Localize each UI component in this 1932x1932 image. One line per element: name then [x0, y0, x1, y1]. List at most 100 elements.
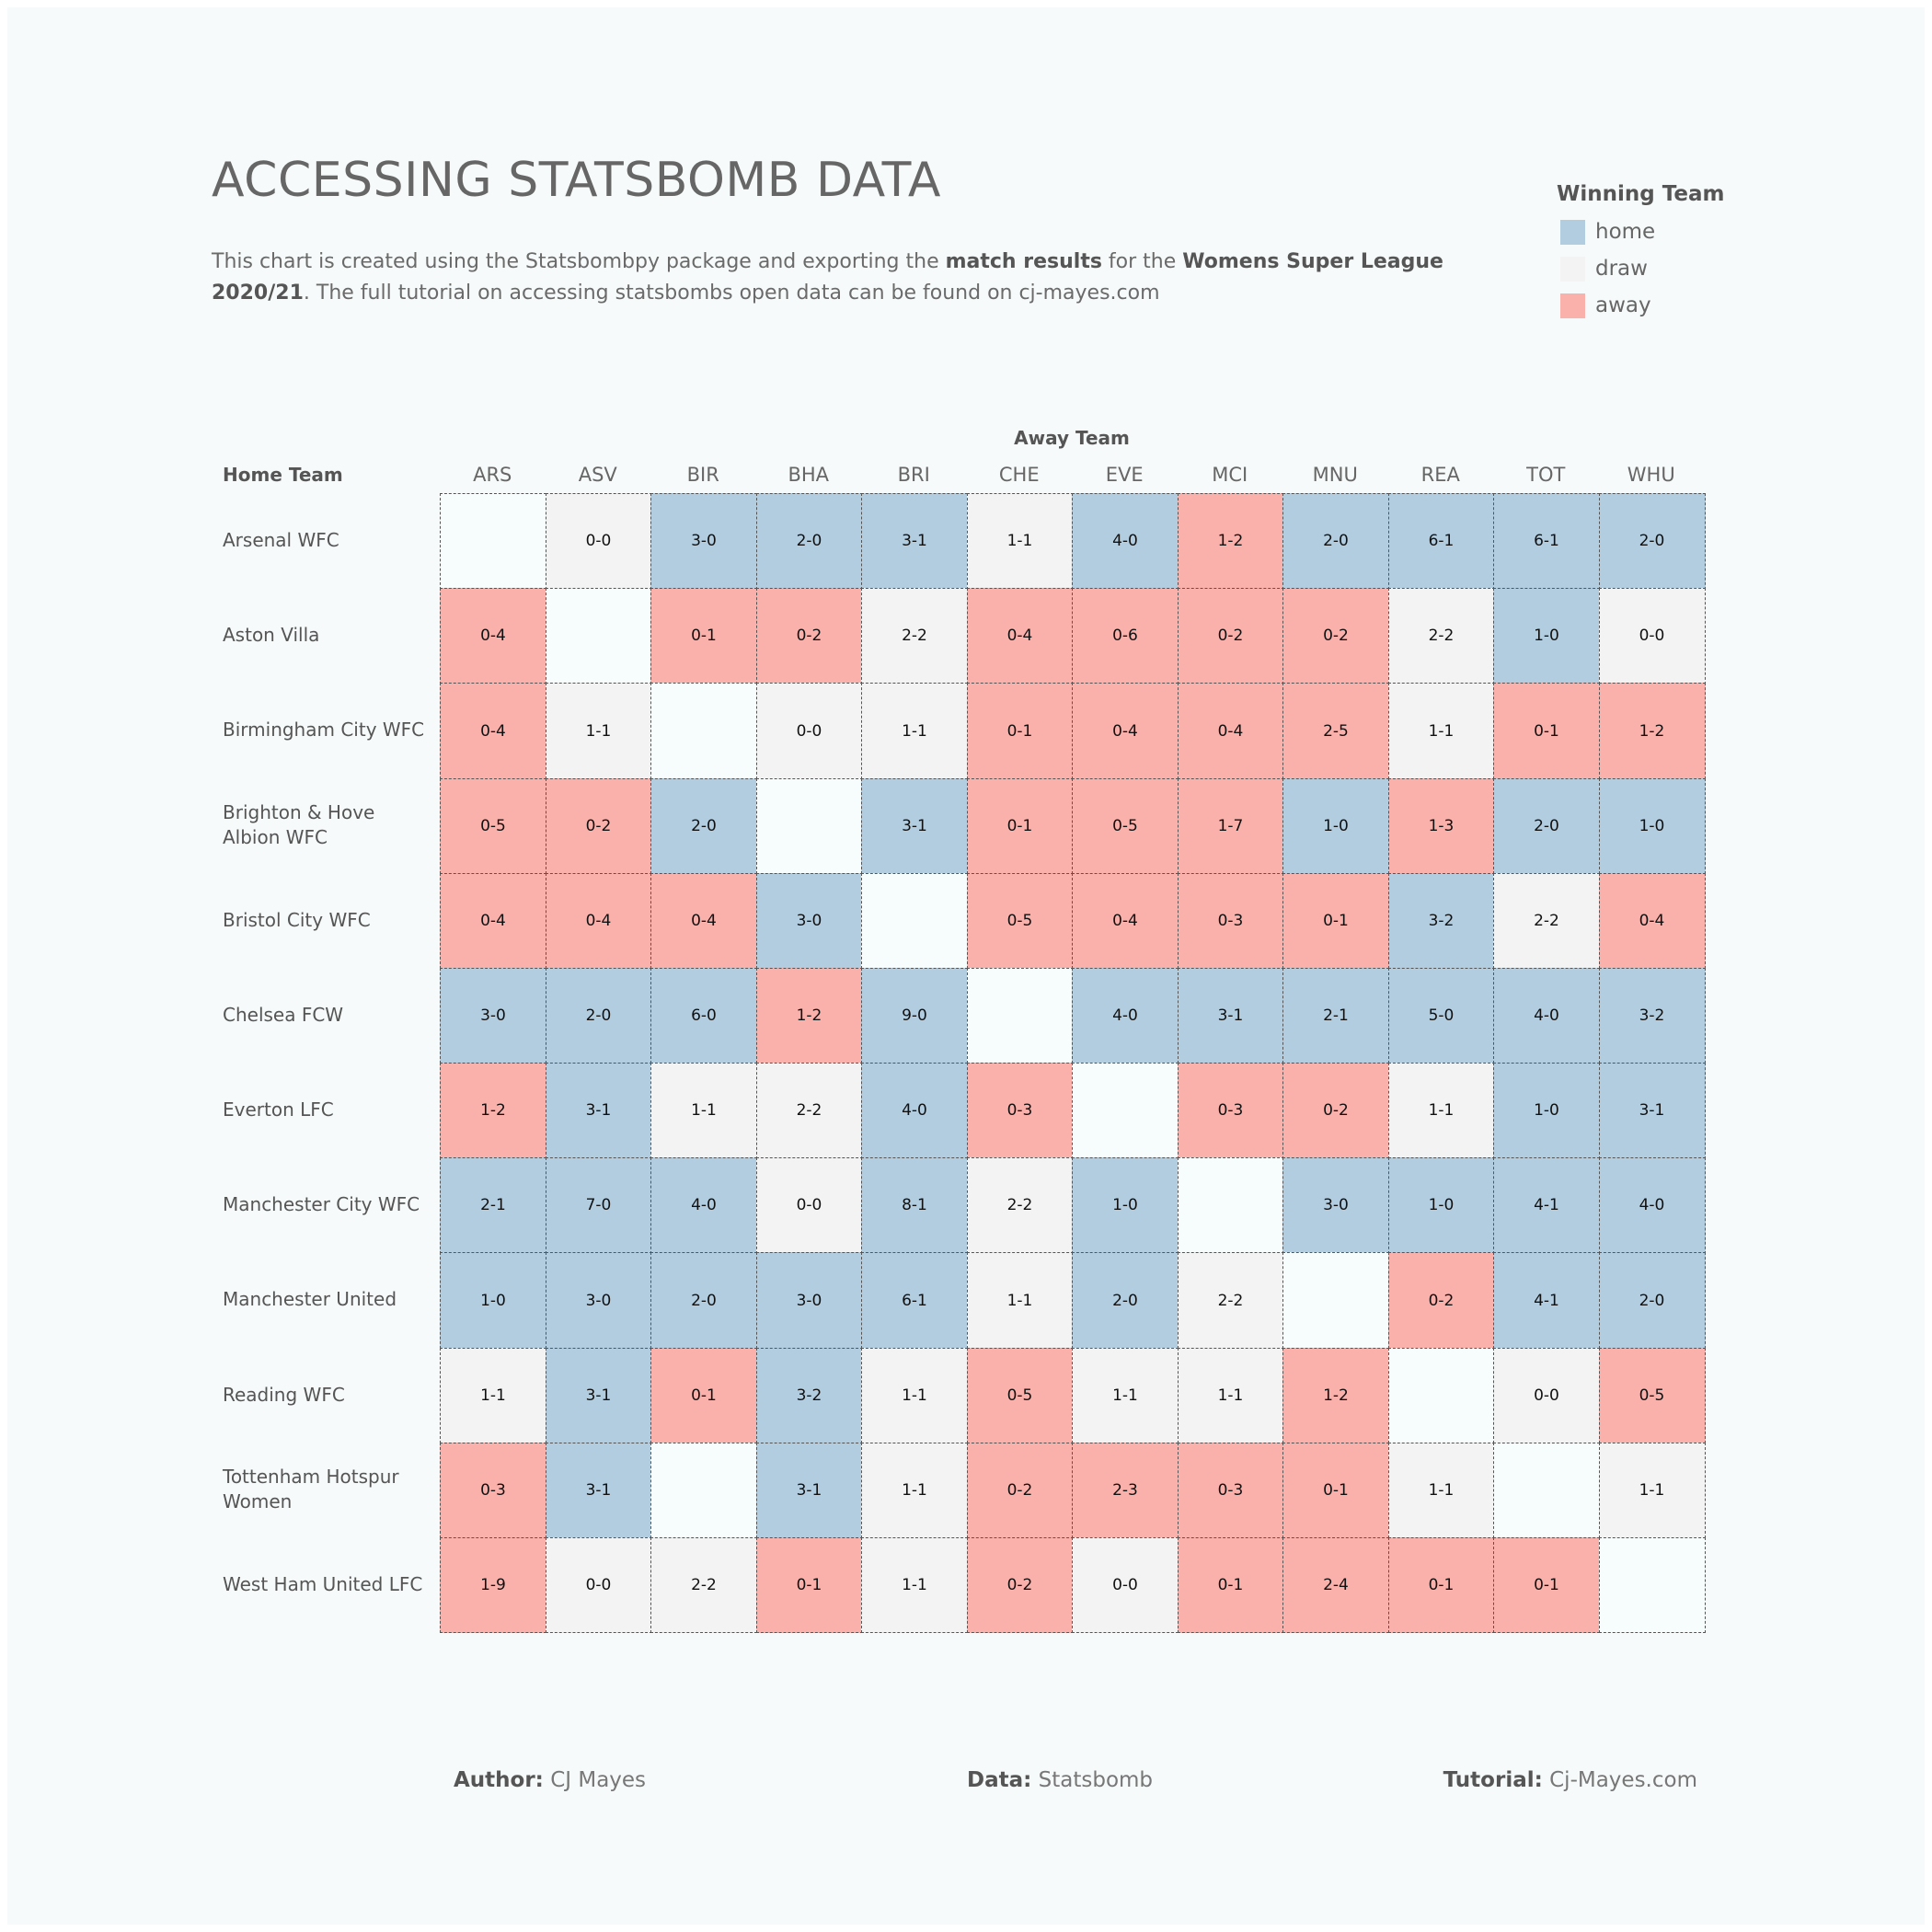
score-cell[interactable]: 1-1	[1598, 1442, 1706, 1539]
score-cell[interactable]: 0-1	[1493, 683, 1600, 779]
score-cell[interactable]: 0-1	[1493, 1536, 1600, 1634]
score-cell[interactable]: 1-1	[545, 683, 652, 779]
score-cell[interactable]: 3-0	[755, 1252, 863, 1349]
score-cell[interactable]: 1-0	[1072, 1157, 1179, 1254]
score-cell[interactable]: 0-6	[1072, 588, 1179, 684]
score-cell[interactable]: 3-0	[650, 493, 757, 590]
score-cell[interactable]: 0-5	[966, 872, 1074, 970]
score-cell[interactable]: 0-0	[755, 683, 863, 779]
score-cell[interactable]: 0-2	[966, 1536, 1074, 1634]
score-cell[interactable]: 3-2	[755, 1347, 863, 1444]
score-cell[interactable]: 1-1	[966, 1252, 1074, 1349]
score-cell[interactable]: 0-1	[966, 777, 1074, 875]
score-cell[interactable]: 0-4	[440, 588, 546, 684]
score-cell[interactable]: 0-4	[966, 588, 1074, 684]
score-cell[interactable]: 2-2	[966, 1157, 1074, 1254]
score-cell[interactable]: 2-0	[1598, 493, 1706, 590]
score-cell[interactable]: 0-2	[755, 588, 863, 684]
score-cell[interactable]: 0-2	[1387, 1252, 1495, 1349]
score-cell[interactable]: 4-0	[1072, 493, 1179, 590]
score-cell[interactable]: 0-0	[545, 493, 652, 590]
score-cell[interactable]: 3-1	[1177, 967, 1284, 1064]
score-cell[interactable]: 2-1	[1282, 967, 1389, 1064]
score-cell[interactable]: 4-1	[1493, 1157, 1600, 1254]
empty-cell[interactable]	[650, 683, 757, 779]
score-cell[interactable]: 0-4	[440, 872, 546, 970]
score-cell[interactable]: 0-2	[1282, 588, 1389, 684]
empty-cell[interactable]	[1493, 1442, 1600, 1539]
score-cell[interactable]: 0-4	[1072, 872, 1179, 970]
score-cell[interactable]: 4-0	[861, 1063, 968, 1159]
empty-cell[interactable]	[1282, 1252, 1389, 1349]
tutorial-link[interactable]: Cj-Mayes.com	[1542, 1768, 1697, 1792]
score-cell[interactable]: 2-0	[650, 777, 757, 875]
score-cell[interactable]: 1-2	[1177, 493, 1284, 590]
score-cell[interactable]: 1-0	[1493, 1063, 1600, 1159]
score-cell[interactable]: 1-3	[1387, 777, 1495, 875]
score-cell[interactable]: 2-0	[1598, 1252, 1706, 1349]
score-cell[interactable]: 0-0	[545, 1536, 652, 1634]
footer-tutorial[interactable]: Tutorial: Cj-Mayes.com	[1443, 1768, 1697, 1792]
empty-cell[interactable]	[1387, 1347, 1495, 1444]
score-cell[interactable]: 4-0	[1072, 967, 1179, 1064]
score-cell[interactable]: 1-7	[1177, 777, 1284, 875]
legend-item-home[interactable]: home	[1557, 213, 1724, 250]
score-cell[interactable]: 1-0	[1387, 1157, 1495, 1254]
score-cell[interactable]: 0-4	[545, 872, 652, 970]
empty-cell[interactable]	[1598, 1536, 1706, 1634]
score-cell[interactable]: 0-2	[545, 777, 652, 875]
score-cell[interactable]: 1-1	[650, 1063, 757, 1159]
score-cell[interactable]: 2-2	[1177, 1252, 1284, 1349]
score-cell[interactable]: 2-0	[1282, 493, 1389, 590]
score-cell[interactable]: 1-1	[440, 1347, 546, 1444]
score-cell[interactable]: 0-5	[440, 777, 546, 875]
score-cell[interactable]: 1-1	[861, 1347, 968, 1444]
score-cell[interactable]: 0-1	[650, 1347, 757, 1444]
score-cell[interactable]: 6-1	[861, 1252, 968, 1349]
score-cell[interactable]: 6-1	[1493, 493, 1600, 590]
score-cell[interactable]: 0-4	[1072, 683, 1179, 779]
score-cell[interactable]: 2-2	[1387, 588, 1495, 684]
score-cell[interactable]: 3-1	[545, 1063, 652, 1159]
score-cell[interactable]: 3-1	[545, 1347, 652, 1444]
score-cell[interactable]: 0-1	[650, 588, 757, 684]
score-cell[interactable]: 4-1	[1493, 1252, 1600, 1349]
score-cell[interactable]: 0-3	[1177, 1063, 1284, 1159]
score-cell[interactable]: 0-0	[755, 1157, 863, 1254]
score-cell[interactable]: 3-1	[1598, 1063, 1706, 1159]
score-cell[interactable]: 1-1	[1387, 1063, 1495, 1159]
score-cell[interactable]: 0-2	[966, 1442, 1074, 1539]
score-cell[interactable]: 0-1	[1282, 1442, 1389, 1539]
score-cell[interactable]: 1-2	[1598, 683, 1706, 779]
score-cell[interactable]: 1-1	[1387, 1442, 1495, 1539]
empty-cell[interactable]	[966, 967, 1074, 1064]
score-cell[interactable]: 3-1	[861, 493, 968, 590]
score-cell[interactable]: 1-0	[1493, 588, 1600, 684]
score-cell[interactable]: 1-1	[861, 1442, 968, 1539]
score-cell[interactable]: 0-4	[1598, 872, 1706, 970]
score-cell[interactable]: 2-4	[1282, 1536, 1389, 1634]
score-cell[interactable]: 1-2	[755, 967, 863, 1064]
empty-cell[interactable]	[861, 872, 968, 970]
score-cell[interactable]: 0-5	[1598, 1347, 1706, 1444]
score-cell[interactable]: 3-0	[1282, 1157, 1389, 1254]
score-cell[interactable]: 0-0	[1598, 588, 1706, 684]
score-cell[interactable]: 4-0	[650, 1157, 757, 1254]
score-cell[interactable]: 0-1	[1282, 872, 1389, 970]
score-cell[interactable]: 0-4	[1177, 683, 1284, 779]
score-cell[interactable]: 0-1	[755, 1536, 863, 1634]
score-cell[interactable]: 0-5	[966, 1347, 1074, 1444]
score-cell[interactable]: 3-0	[545, 1252, 652, 1349]
score-cell[interactable]: 2-2	[755, 1063, 863, 1159]
score-cell[interactable]: 2-2	[1493, 872, 1600, 970]
score-cell[interactable]: 1-2	[440, 1063, 546, 1159]
score-cell[interactable]: 0-4	[440, 683, 546, 779]
score-cell[interactable]: 1-2	[1282, 1347, 1389, 1444]
score-cell[interactable]: 0-1	[966, 683, 1074, 779]
score-cell[interactable]: 3-0	[440, 967, 546, 1064]
score-cell[interactable]: 2-2	[861, 588, 968, 684]
score-cell[interactable]: 2-0	[755, 493, 863, 590]
score-cell[interactable]: 2-1	[440, 1157, 546, 1254]
score-cell[interactable]: 3-1	[861, 777, 968, 875]
score-cell[interactable]: 0-0	[1493, 1347, 1600, 1444]
